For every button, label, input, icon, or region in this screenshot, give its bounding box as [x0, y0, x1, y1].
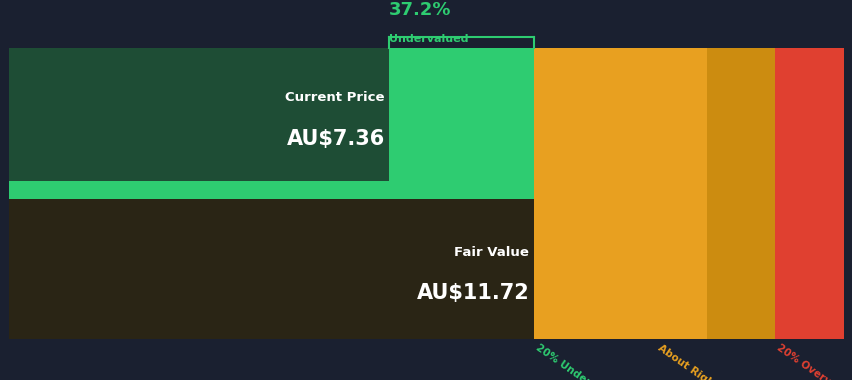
- Text: 20% Undervalued: 20% Undervalued: [532, 343, 624, 380]
- Text: About Right: About Right: [656, 343, 719, 380]
- Text: AU$11.72: AU$11.72: [416, 283, 529, 303]
- Bar: [9, 49, 532, 339]
- Text: 37.2%: 37.2%: [389, 1, 451, 19]
- Bar: [532, 49, 705, 339]
- Text: Fair Value: Fair Value: [454, 246, 529, 259]
- Bar: [389, 17, 532, 49]
- Text: AU$7.36: AU$7.36: [286, 129, 384, 149]
- Text: Undervalued: Undervalued: [389, 33, 468, 44]
- Bar: [774, 49, 852, 339]
- Text: 20% Overvalued: 20% Overvalued: [774, 343, 852, 380]
- Text: Current Price: Current Price: [285, 91, 384, 105]
- Bar: [705, 49, 774, 339]
- Bar: [9, 49, 389, 181]
- Bar: [9, 199, 532, 339]
